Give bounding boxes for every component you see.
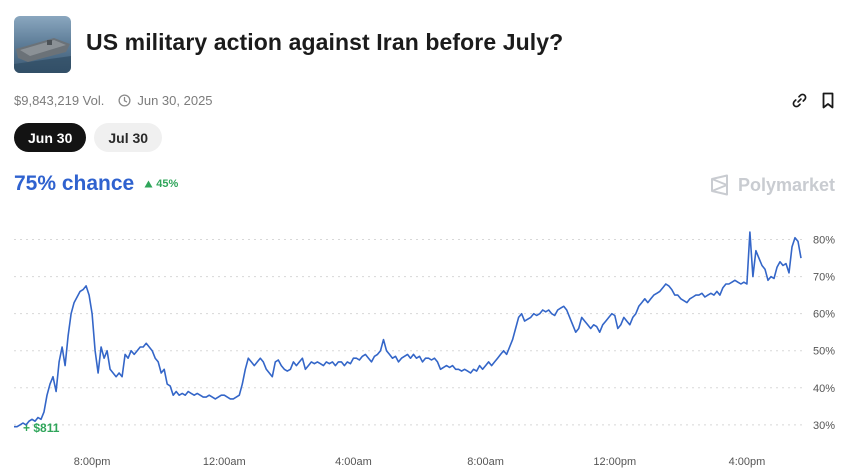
x-tick-label: 12:00am [203, 456, 246, 468]
polymarket-logo-icon [710, 174, 728, 196]
chance-value: 75% chance [14, 172, 135, 195]
y-tick-label: 60% [813, 309, 835, 321]
y-tick-label: 80% [813, 235, 835, 247]
end-date: Jun 30, 2025 [118, 93, 213, 108]
market-thumbnail [14, 16, 71, 73]
bookmark-button[interactable] [819, 91, 837, 109]
bookmark-icon [822, 92, 834, 108]
y-tick-label: 30% [813, 420, 835, 432]
copy-link-button[interactable] [790, 91, 808, 109]
outcome-chance: 75% chance 45% [14, 172, 178, 196]
end-date-label: Jun 30, 2025 [137, 93, 213, 108]
clock-icon [118, 94, 131, 107]
chance-delta-value: 45% [156, 178, 179, 190]
tab-jul-30[interactable]: Jul 30 [94, 123, 163, 152]
x-tick-label: 4:00pm [729, 456, 766, 468]
x-tick-label: 8:00pm [74, 456, 111, 468]
y-tick-label: 70% [813, 272, 835, 284]
y-tick-label: 50% [813, 346, 835, 358]
market-actions [779, 91, 837, 109]
market-meta: $9,843,219 Vol. Jun 30, 2025 [14, 93, 213, 108]
x-tick-label: 4:00am [335, 456, 372, 468]
start-annotation: + $811 [23, 421, 60, 435]
y-tick-label: 40% [813, 383, 835, 395]
triangle-up-icon [144, 180, 153, 188]
tab-jun-30[interactable]: Jun 30 [14, 123, 87, 152]
x-tick-label: 8:00am [467, 456, 504, 468]
volume-label: $9,843,219 Vol. [14, 93, 105, 108]
brand-name: Polymarket [737, 174, 835, 195]
link-icon [792, 93, 806, 107]
aircraft-carrier-image [14, 16, 71, 73]
price-line [14, 231, 802, 428]
x-tick-label: 12:00pm [593, 456, 636, 468]
polymarket-brand: Polymarket [710, 174, 835, 196]
date-tabs: Jun 30 Jul 30 [14, 123, 170, 152]
market-title: US military action against Iran before J… [86, 29, 564, 55]
chance-delta: 45% [144, 178, 178, 190]
